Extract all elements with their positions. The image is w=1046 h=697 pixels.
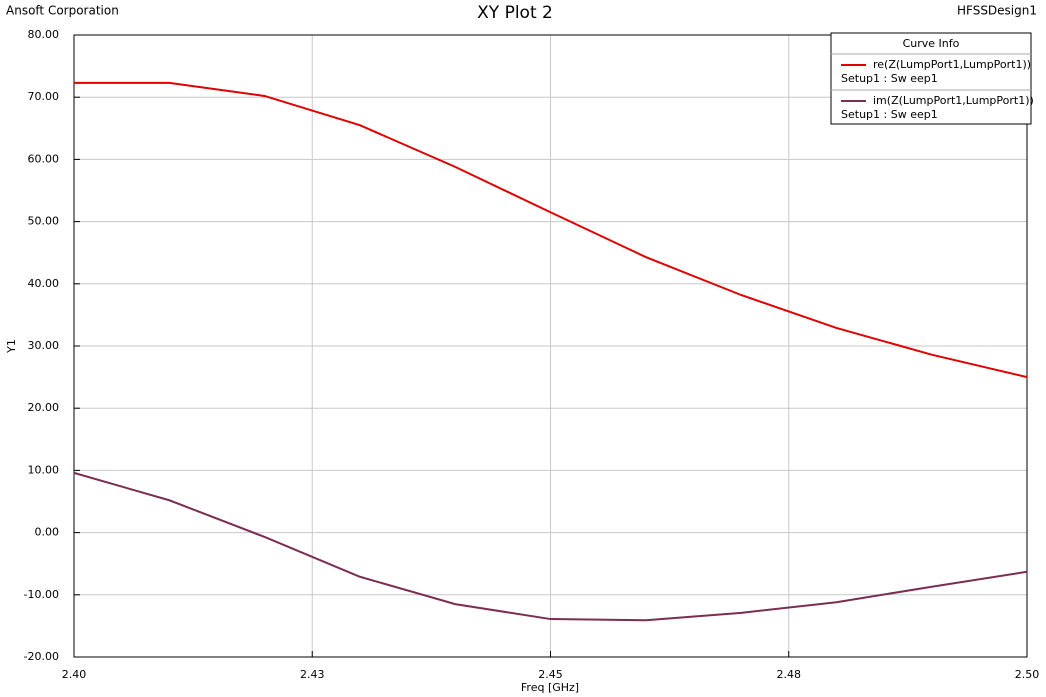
y-tick-label: 30.00 — [28, 339, 60, 352]
y-tick-label: 80.00 — [28, 28, 60, 41]
plot-frame — [73, 34, 1028, 658]
series-line — [73, 471, 1028, 622]
legend-label: im(Z(LumpPort1,LumpPort1)) — [873, 94, 1034, 107]
y-tick-label: 40.00 — [28, 277, 60, 290]
legend-box — [830, 32, 1032, 125]
company: Ansoft Corporation — [6, 4, 119, 18]
y-tick-label: 0.00 — [35, 526, 60, 539]
series-line — [74, 81, 1028, 379]
x-tick-label: 2.45 — [538, 668, 563, 681]
legend-title: Curve Info — [903, 37, 960, 50]
y-tick-label: 50.00 — [28, 215, 60, 228]
design-name: HFSSDesign1 — [957, 4, 1037, 18]
y-tick-label: -10.00 — [24, 588, 59, 601]
y-tick-label: 20.00 — [28, 401, 60, 414]
y-tick-label: -20.00 — [24, 650, 59, 663]
x-tick-label: 2.40 — [62, 668, 87, 681]
x-axis-label: Freq [GHz] — [521, 681, 579, 694]
legend-label: re(Z(LumpPort1,LumpPort1)) — [873, 58, 1031, 71]
x-tick-label: 2.48 — [777, 668, 802, 681]
legend-setup: Setup1 : Sw eep1 — [841, 108, 938, 121]
legend-setup: Setup1 : Sw eep1 — [841, 72, 938, 85]
x-tick-label: 2.50 — [1015, 668, 1040, 681]
y-tick-label: 60.00 — [28, 152, 60, 165]
y-tick-label: 70.00 — [28, 90, 60, 103]
x-tick-label: 2.43 — [300, 668, 325, 681]
y-tick-label: 10.00 — [28, 463, 60, 476]
y-axis-label: Y1 — [5, 339, 18, 354]
chart-title: XY Plot 2 — [477, 3, 553, 23]
